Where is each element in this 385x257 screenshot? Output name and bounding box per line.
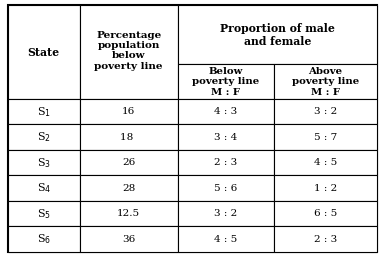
- Bar: [8, 124, 80, 150]
- Text: Below
poverty line
M : F: Below poverty line M : F: [192, 67, 259, 97]
- Bar: [178, 124, 274, 150]
- Bar: [8, 201, 80, 226]
- Bar: [8, 226, 80, 252]
- Bar: [80, 99, 178, 124]
- Bar: [178, 175, 274, 201]
- Bar: [178, 5, 377, 64]
- Text: Proportion of male
and female: Proportion of male and female: [220, 23, 335, 47]
- Bar: [274, 201, 377, 226]
- Text: S$_{4}$: S$_{4}$: [37, 181, 51, 195]
- Bar: [8, 175, 80, 201]
- Bar: [80, 5, 178, 99]
- Bar: [274, 150, 377, 175]
- Text: S$_{1}$: S$_{1}$: [37, 105, 51, 118]
- Bar: [8, 150, 80, 175]
- Text: 1 : 2: 1 : 2: [314, 183, 337, 193]
- Text: 2 : 3: 2 : 3: [214, 158, 238, 167]
- Bar: [178, 150, 274, 175]
- Bar: [178, 226, 274, 252]
- Text: 18: 18: [121, 133, 137, 142]
- Bar: [80, 201, 178, 226]
- Bar: [178, 99, 274, 124]
- Text: 26: 26: [122, 158, 136, 167]
- Bar: [80, 175, 178, 201]
- Bar: [8, 5, 80, 99]
- Bar: [80, 150, 178, 175]
- Text: S$_{6}$: S$_{6}$: [37, 232, 51, 246]
- Text: 2 : 3: 2 : 3: [314, 235, 337, 244]
- Text: 5 : 6: 5 : 6: [214, 183, 238, 193]
- Text: 3 : 2: 3 : 2: [314, 107, 337, 116]
- Bar: [80, 226, 178, 252]
- Text: Percentage
population
below
poverty line: Percentage population below poverty line: [94, 31, 163, 71]
- Text: 5 : 7: 5 : 7: [314, 133, 337, 142]
- Text: 28: 28: [122, 183, 136, 193]
- Text: 4 : 3: 4 : 3: [214, 107, 238, 116]
- Text: S$_{3}$: S$_{3}$: [37, 156, 51, 170]
- Text: 4 : 5: 4 : 5: [314, 158, 337, 167]
- Bar: [178, 64, 274, 99]
- Text: 12.5: 12.5: [117, 209, 140, 218]
- Bar: [274, 99, 377, 124]
- Text: 6 : 5: 6 : 5: [314, 209, 337, 218]
- Text: 16: 16: [122, 107, 136, 116]
- Text: 4 : 5: 4 : 5: [214, 235, 238, 244]
- Text: Above
poverty line
M : F: Above poverty line M : F: [292, 67, 359, 97]
- Text: S$_{2}$: S$_{2}$: [37, 130, 51, 144]
- Text: 36: 36: [122, 235, 136, 244]
- Bar: [274, 175, 377, 201]
- Text: S$_{5}$: S$_{5}$: [37, 207, 51, 221]
- Bar: [80, 124, 178, 150]
- Bar: [178, 201, 274, 226]
- Bar: [8, 99, 80, 124]
- Bar: [274, 226, 377, 252]
- Text: State: State: [28, 47, 60, 58]
- Text: 3 : 2: 3 : 2: [214, 209, 238, 218]
- Bar: [274, 124, 377, 150]
- Text: 3 : 4: 3 : 4: [214, 133, 238, 142]
- Bar: [274, 64, 377, 99]
